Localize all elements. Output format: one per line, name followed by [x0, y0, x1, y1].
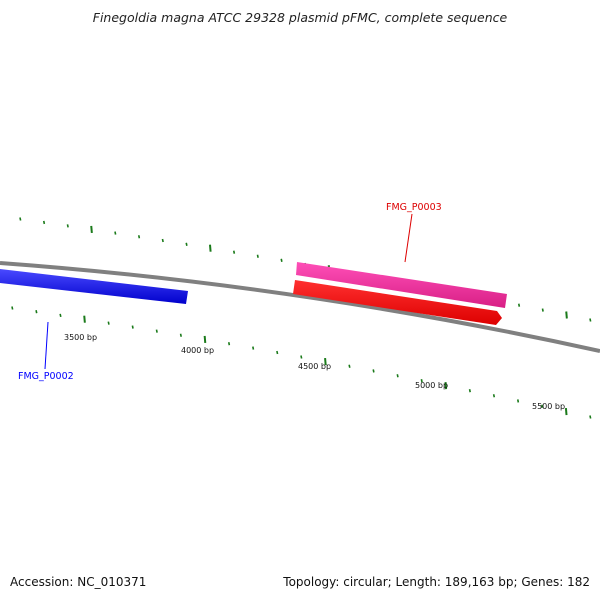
inner-tick: [492, 394, 496, 398]
inner-tick: [348, 364, 351, 368]
map-title: Finegoldia magna ATCC 29328 plasmid pFMC…: [92, 10, 508, 25]
outer-tick: [517, 303, 521, 307]
inner-tick: [420, 379, 423, 383]
plasmid-backbone: [0, 261, 600, 353]
inner-tick: [107, 321, 110, 325]
inner-tick-marks: [11, 306, 592, 419]
inner-tick: [59, 313, 62, 318]
inner-tick: [35, 310, 38, 314]
tick-label-4000: 4000 bp: [181, 346, 214, 355]
inner-tick: [564, 407, 568, 416]
outer-tick: [209, 244, 212, 252]
outer-tick: [114, 231, 117, 235]
inner-tick: [372, 369, 375, 373]
outer-tick: [137, 235, 141, 239]
inner-tick: [468, 389, 471, 393]
gene-label-fmg-p0002: FMG_P0002: [18, 371, 74, 382]
outer-tick: [232, 250, 236, 254]
inner-tick: [131, 325, 134, 329]
gene-feature-fmg-p0002: [0, 269, 188, 304]
inner-tick: [589, 415, 592, 419]
tick-label-5000: 5000 bp: [415, 381, 448, 390]
inner-tick: [11, 306, 14, 310]
outer-tick: [42, 220, 46, 225]
gene-label-leader-fmg-p0002: [44, 321, 49, 370]
inner-tick: [324, 357, 327, 366]
inner-tick: [252, 346, 255, 350]
inner-tick: [276, 350, 279, 355]
outer-tick: [66, 224, 69, 228]
gene-label-fmg-p0003: FMG_P0003: [386, 202, 442, 213]
inner-tick: [227, 342, 231, 346]
inner-tick: [179, 333, 182, 337]
outer-tick: [19, 217, 22, 221]
outer-tick: [589, 318, 592, 322]
tick-label-4500: 4500 bp: [298, 362, 331, 371]
inner-tick: [444, 382, 448, 390]
inner-tick: [541, 404, 544, 408]
inner-tick: [300, 355, 303, 359]
inner-tick: [396, 374, 399, 378]
inner-tick: [516, 399, 520, 403]
footer-info: Topology: circular; Length: 189,163 bp; …: [283, 575, 590, 589]
outer-tick: [541, 308, 544, 312]
outer-tick: [90, 225, 93, 234]
outer-tick: [565, 311, 568, 319]
gene-feature-fmg-p0003-forward: [296, 262, 507, 308]
inner-tick: [83, 315, 86, 323]
outer-tick: [185, 242, 188, 246]
gene-feature-fmg-p0003-reverse: [293, 280, 502, 325]
inner-tick: [203, 335, 207, 344]
tick-label-3500: 3500 bp: [64, 333, 97, 342]
footer-accession: Accession: NC_010371: [10, 575, 147, 589]
outer-tick: [256, 254, 259, 258]
inner-tick: [155, 329, 158, 333]
gene-label-leader-fmg-p0003: [404, 213, 413, 263]
outer-tick: [161, 238, 164, 243]
tick-label-5500: 5500 bp: [532, 402, 565, 411]
outer-tick: [280, 258, 283, 262]
